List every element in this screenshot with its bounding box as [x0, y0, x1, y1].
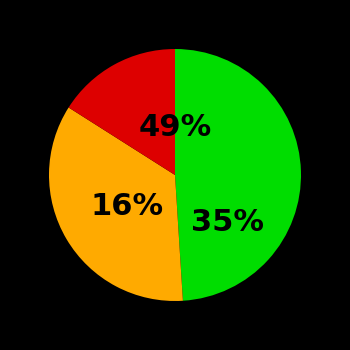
Wedge shape — [49, 107, 183, 301]
Wedge shape — [175, 49, 301, 301]
Text: 49%: 49% — [138, 113, 212, 142]
Text: 16%: 16% — [91, 192, 164, 221]
Text: 35%: 35% — [191, 208, 264, 237]
Wedge shape — [69, 49, 175, 175]
